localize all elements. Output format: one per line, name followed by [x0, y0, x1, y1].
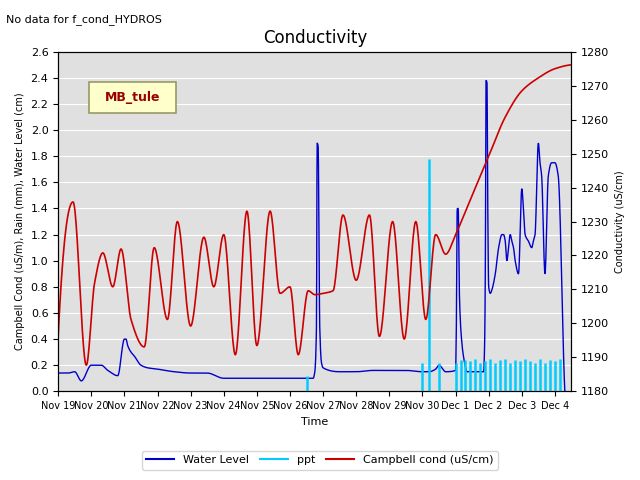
Y-axis label: Conductivity (uS/cm): Conductivity (uS/cm): [615, 170, 625, 273]
Title: Conductivity: Conductivity: [262, 29, 367, 48]
Legend: Water Level, ppt, Campbell cond (uS/cm): Water Level, ppt, Campbell cond (uS/cm): [142, 451, 498, 469]
Text: MB_tule: MB_tule: [105, 91, 161, 104]
X-axis label: Time: Time: [301, 417, 328, 427]
Text: No data for f_cond_HYDROS: No data for f_cond_HYDROS: [6, 14, 163, 25]
FancyBboxPatch shape: [89, 82, 176, 113]
Y-axis label: Campbell Cond (uS/m), Rain (mm), Water Level (cm): Campbell Cond (uS/m), Rain (mm), Water L…: [15, 93, 25, 350]
